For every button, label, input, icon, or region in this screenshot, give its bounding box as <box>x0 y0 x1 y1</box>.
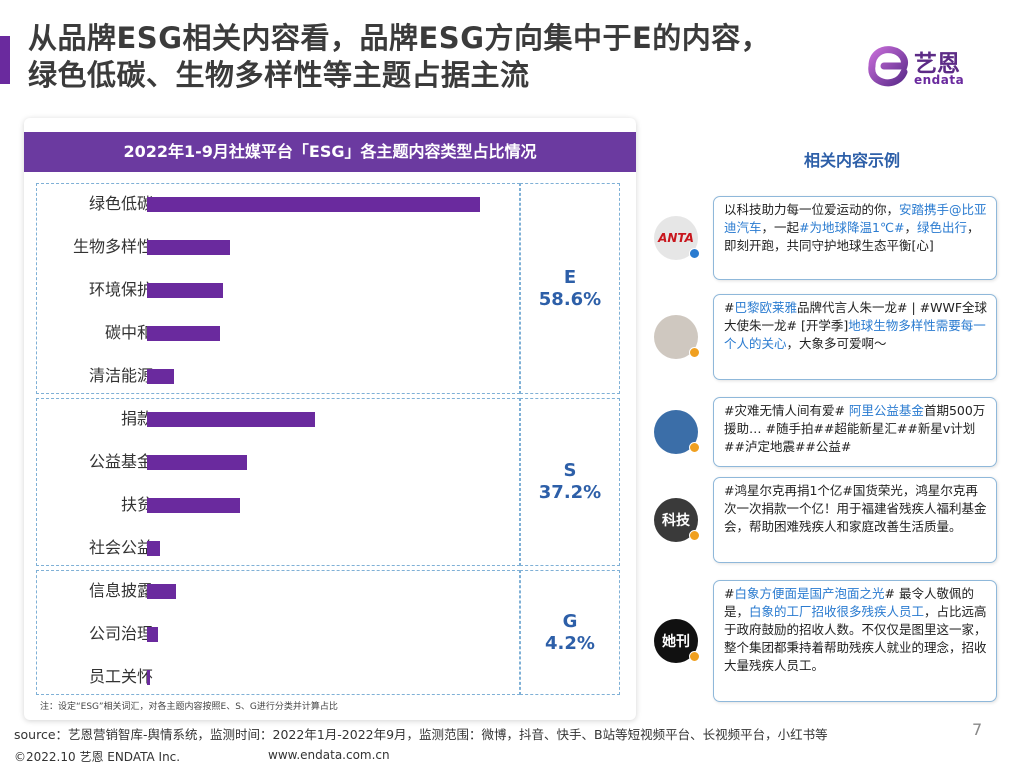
bar-10 <box>147 627 158 642</box>
post-card-1[interactable]: #巴黎欧莱雅品牌代言人朱一龙# | #WWF全球大使朱一龙# [开学季]地球生物… <box>713 294 997 380</box>
source-note: source：艺恩营销智库-舆情系统，监测时间：2022年1月-2022年9月，… <box>14 727 828 742</box>
verified-badge-icon <box>689 530 700 541</box>
post-text: # <box>724 586 735 601</box>
chart-title: 2022年1-9月社媒平台「ESG」各主题内容类型占比情况 <box>24 132 636 172</box>
post-highlight-text[interactable]: 巴黎欧莱雅 <box>734 300 797 315</box>
verified-badge-icon <box>689 248 700 259</box>
category-label: 清洁能源 <box>88 366 153 385</box>
category-label: 信息披露 <box>88 581 153 600</box>
post-highlight-text[interactable]: 阿里公益基金 <box>848 403 924 418</box>
logo-subtext: endata <box>914 73 965 87</box>
bar-2 <box>147 283 223 298</box>
post-card-0[interactable]: 以科技助力每一位爱运动的你，安踏携手@比亚迪汽车，一起#为地球降温1℃#，绿色出… <box>713 196 997 280</box>
group-label: G <box>562 610 578 632</box>
group-percent-e: E 58.6% <box>520 267 620 311</box>
post-card-4[interactable]: #白象方便面是国产泡面之光# 最令人敬佩的是，白象的工厂招收很多残疾人员工，占比… <box>713 580 997 702</box>
post-highlight-text[interactable]: 白象方便面是国产泡面之光 <box>734 586 885 601</box>
category-label: 捐款 <box>120 409 153 428</box>
post-highlight-text[interactable]: 地球生物多样性需要每一个人的关心 <box>724 318 986 351</box>
category-label: 碳中和 <box>104 323 153 342</box>
category-label: 社会公益 <box>88 538 153 557</box>
verified-badge-icon <box>689 347 700 358</box>
post-text: #鸿星尔克再捐1个亿#国货荣光，鸿星尔克再次一次捐款一个亿！用于福建省残疾人福利… <box>724 483 987 534</box>
post-text: 首期500万援助… #随手拍##超能新星汇##新星v计划##泸定地震##公益# <box>724 403 986 454</box>
group-label: S <box>563 460 577 481</box>
copyright: ©2022.10 艺恩 ENDATA Inc. <box>14 750 181 764</box>
post-text: 以科技助力每一位爱运动的你， <box>724 202 900 217</box>
category-label: 生物多样性 <box>72 237 153 256</box>
title-line-2: 绿色低碳、生物多样性等主题占据主流 <box>28 58 530 92</box>
category-label: 员工关怀 <box>88 667 153 686</box>
logo-text: 艺恩 <box>914 51 960 77</box>
bar-1 <box>147 240 230 255</box>
post-highlight-text[interactable]: 绿色出行 <box>917 220 968 235</box>
group-label: E <box>563 266 577 288</box>
endata-logo-icon <box>868 46 908 87</box>
related-content-title: 相关内容示例 <box>803 151 900 170</box>
post-text: #灾难无情人间有爱# <box>724 403 849 418</box>
category-label: 公司治理 <box>88 624 153 643</box>
endata-logo: 艺恩 endata <box>866 38 1006 98</box>
chart-panel: 2022年1-9月社媒平台「ESG」各主题内容类型占比情况 注：设定“ESG”相… <box>24 118 636 720</box>
bar-11 <box>147 670 150 685</box>
verified-badge-icon <box>689 651 700 662</box>
avatar-text: ANTA <box>658 231 694 245</box>
post-text: # 最令人敬佩的是， <box>724 586 974 619</box>
group-percent-box-g <box>520 570 620 695</box>
post-text: ，占比远高于政府鼓励的招收人数。不仅仅是图里这一家，整个集团都秉持着帮助残疾人就… <box>724 604 987 673</box>
verified-badge-icon <box>689 442 700 453</box>
post-text: ，一起 <box>761 220 800 235</box>
post-highlight-text[interactable]: #为地球降温1℃# <box>799 220 905 235</box>
bar-8 <box>147 541 161 556</box>
slide-title: 从品牌ESG相关内容看，品牌ESG方向集中于E的内容， 绿色低碳、生物多样性等主… <box>28 20 848 94</box>
post-text: ， <box>904 220 917 235</box>
title-accent-bar <box>0 36 10 84</box>
post-text: ，大象多可爱啊～ <box>786 336 887 351</box>
avatar-text: 科技 <box>662 513 690 529</box>
bar-7 <box>147 498 241 513</box>
category-label: 扶贫 <box>120 495 153 514</box>
group-box-s <box>36 398 520 566</box>
group-percent-s: S 37.2% <box>520 460 620 504</box>
group-percent-value: 4.2% <box>545 632 595 654</box>
group-percent-box-s <box>520 398 620 566</box>
group-box-g <box>36 570 520 695</box>
group-percent-box-e <box>520 183 620 394</box>
bar-9 <box>147 584 177 599</box>
group-percent-g: G 4.2% <box>520 611 620 655</box>
post-highlight-text[interactable]: 安踏携手@比亚迪汽车 <box>724 202 987 235</box>
bar-3 <box>147 326 221 341</box>
group-percent-value: 37.2% <box>538 482 602 503</box>
bar-6 <box>147 455 247 470</box>
category-label: 环境保护 <box>88 280 153 299</box>
post-highlight-text[interactable]: 白象的工厂招收很多残疾人员工 <box>749 604 925 619</box>
chart-note: 注：设定“ESG”相关词汇，对各主题内容按照E、S、G进行分类并计算占比 <box>40 702 338 712</box>
bar-5 <box>147 412 315 427</box>
group-box-e <box>36 183 520 394</box>
category-label: 绿色低碳 <box>88 194 153 213</box>
page-number: 7 <box>972 720 983 739</box>
post-card-3[interactable]: #鸿星尔克再捐1个亿#国货荣光，鸿星尔克再次一次捐款一个亿！用于福建省残疾人福利… <box>713 477 997 563</box>
website-link[interactable]: www.endata.com.cn <box>268 748 390 762</box>
category-label: 公益基金 <box>88 452 153 471</box>
post-text: 品牌代言人朱一龙# | #WWF全球大使朱一龙# [开学季] <box>724 300 988 333</box>
post-card-2[interactable]: #灾难无情人间有爱# 阿里公益基金首期500万援助… #随手拍##超能新星汇##… <box>713 397 997 467</box>
avatar-text: 她刊 <box>662 634 690 650</box>
bar-4 <box>147 369 174 384</box>
bar-0 <box>147 197 481 212</box>
group-percent-value: 58.6% <box>538 288 602 310</box>
title-line-1: 从品牌ESG相关内容看，品牌ESG方向集中于E的内容， <box>28 21 771 55</box>
post-text: # <box>724 300 735 315</box>
post-text: ，即刻开跑，共同守护地球生态平衡[心] <box>724 220 980 253</box>
